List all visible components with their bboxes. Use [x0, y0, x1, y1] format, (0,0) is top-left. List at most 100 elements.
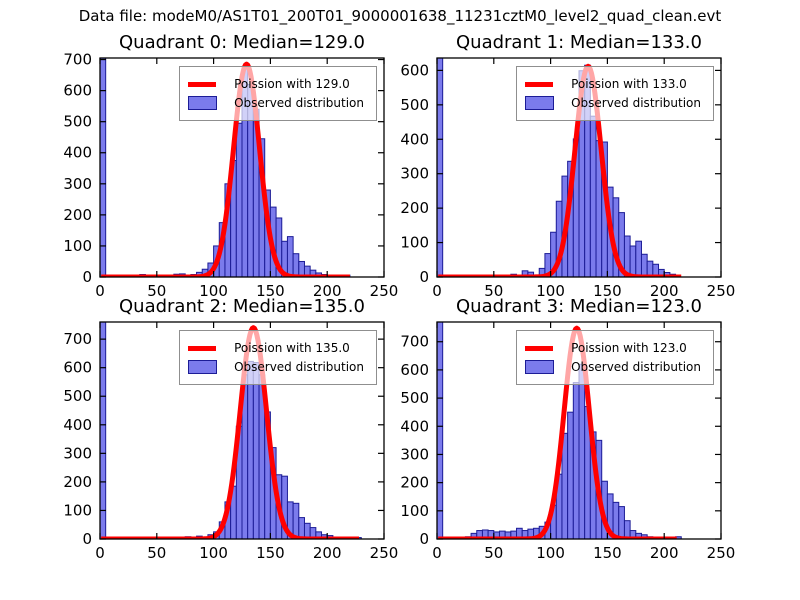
histogram-bar	[437, 58, 444, 277]
legend-label-poisson: Poission with 129.0	[234, 77, 350, 91]
y-tick-label: 400	[400, 417, 429, 435]
histogram-bar	[572, 382, 580, 539]
x-tick-label: 0	[432, 282, 442, 300]
poisson-fit-curve	[100, 61, 352, 277]
histogram-bar	[635, 240, 642, 277]
histogram-bar	[589, 115, 597, 277]
legend-label-poisson: Poission with 133.0	[571, 77, 687, 91]
x-tick-label: 50	[484, 282, 503, 300]
legend-entry-poisson: Poission with 129.0	[188, 76, 364, 92]
histogram-bar	[235, 122, 243, 277]
x-tick-label: 250	[370, 544, 399, 562]
y-tick-label: 500	[400, 96, 429, 114]
y-tick-label: 500	[63, 387, 92, 405]
observed-patch-swatch	[188, 96, 218, 110]
subplot-quadrant-3-title: Quadrant 3: Median=123.0	[456, 296, 702, 317]
histogram-bar	[100, 322, 107, 539]
y-tick-label: 400	[400, 130, 429, 148]
x-tick-label: 250	[707, 282, 736, 300]
y-tick-label: 0	[419, 530, 429, 548]
y-tick-label: 100	[400, 234, 429, 252]
subplot-quadrant-2-title: Quadrant 2: Median=135.0	[119, 296, 365, 317]
y-tick-label: 300	[400, 165, 429, 183]
histogram-bar	[252, 362, 260, 539]
histogram-bar	[292, 502, 300, 539]
legend-entry-observed: Observed distribution	[188, 359, 364, 375]
observed-patch-swatch	[525, 96, 555, 110]
legend-label-observed: Observed distribution	[571, 360, 701, 374]
histogram-bar	[286, 236, 294, 277]
y-tick-label: 300	[63, 175, 92, 193]
y-tick-label: 500	[400, 389, 429, 407]
histogram-bar	[618, 506, 625, 539]
y-tick-label: 100	[400, 502, 429, 520]
legend-label-observed: Observed distribution	[234, 360, 364, 374]
y-tick-label: 700	[63, 330, 92, 348]
x-tick-label: 150	[593, 282, 622, 300]
legend-quadrant-0: Poission with 129.0 Observed distributio…	[179, 66, 377, 121]
y-tick-label: 0	[82, 268, 92, 286]
axes-frame	[99, 321, 385, 540]
y-tick-label: 200	[400, 199, 429, 217]
y-tick-label: 700	[63, 51, 92, 69]
x-tick-label: 50	[147, 544, 166, 562]
histogram-bar	[578, 363, 586, 539]
axes-frame	[436, 321, 722, 540]
y-tick-label: 0	[82, 530, 92, 548]
legend-quadrant-1: Poission with 133.0 Observed distributio…	[516, 66, 714, 121]
histogram-bar	[561, 432, 569, 539]
x-tick-label: 0	[95, 544, 105, 562]
legend-label-observed: Observed distribution	[234, 96, 364, 110]
y-tick-label: 600	[63, 359, 92, 377]
x-tick-label: 100	[199, 544, 228, 562]
x-tick-label: 100	[536, 282, 565, 300]
y-tick-label: 200	[63, 206, 92, 224]
y-tick-label: 200	[400, 474, 429, 492]
histogram-bar	[292, 253, 300, 277]
poisson-line-swatch	[188, 81, 217, 87]
histogram-bar	[567, 411, 574, 539]
legend-label-poisson: Poission with 123.0	[571, 341, 687, 355]
x-tick-label: 250	[370, 282, 399, 300]
poisson-line-swatch	[525, 81, 554, 87]
x-tick-label: 200	[650, 282, 679, 300]
y-tick-label: 400	[63, 416, 92, 434]
subplot-quadrant-0-title: Quadrant 0: Median=129.0	[119, 32, 365, 53]
y-tick-label: 700	[400, 333, 429, 351]
legend-entry-poisson: Poission with 123.0	[525, 340, 701, 356]
histogram-bar	[100, 58, 107, 277]
subplot-quadrant-3: 0 50 100 150 200 250 0 100 200 300 400 500 600 700	[400, 321, 736, 562]
y-tick-label: 400	[63, 144, 92, 162]
legend-entry-observed: Observed distribution	[525, 359, 701, 375]
y-tick-label: 600	[63, 82, 92, 100]
y-tick-label: 0	[419, 268, 429, 286]
legend-entry-observed: Observed distribution	[188, 95, 364, 111]
y-tick-label: 100	[63, 501, 92, 519]
legend-entry-observed: Observed distribution	[525, 95, 701, 111]
x-tick-label: 100	[199, 282, 228, 300]
histogram-bar	[640, 253, 648, 277]
histogram-bar	[437, 322, 444, 539]
subplot-quadrant-1-title: Quadrant 1: Median=133.0	[456, 32, 702, 53]
legend-entry-poisson: Poission with 133.0	[525, 76, 701, 92]
poisson-fit-curve	[100, 325, 361, 539]
observed-patch-swatch	[188, 360, 218, 374]
legend-label-poisson: Poission with 135.0	[234, 341, 350, 355]
legend-quadrant-3: Poission with 123.0 Observed distributio…	[516, 330, 714, 385]
y-tick-label: 500	[63, 113, 92, 131]
histogram-bar	[629, 245, 637, 277]
x-tick-label: 200	[313, 544, 342, 562]
x-tick-label: 250	[707, 544, 736, 562]
x-tick-label: 150	[256, 544, 285, 562]
histogram-bar	[247, 360, 254, 539]
subplot-quadrant-1: 0 50 100 150 200 250 0 100 200 300 400 500 600	[400, 57, 736, 300]
legend-entry-poisson: Poission with 135.0	[188, 340, 364, 356]
y-tick-label: 600	[400, 361, 429, 379]
histogram-bar	[623, 520, 631, 539]
y-tick-label: 300	[400, 445, 429, 463]
x-tick-label: 150	[593, 544, 622, 562]
subplot-quadrant-2: 0 50 100 150 200 250 0 100 200 300 400 500 600 700	[63, 321, 399, 562]
x-tick-label: 0	[432, 544, 442, 562]
